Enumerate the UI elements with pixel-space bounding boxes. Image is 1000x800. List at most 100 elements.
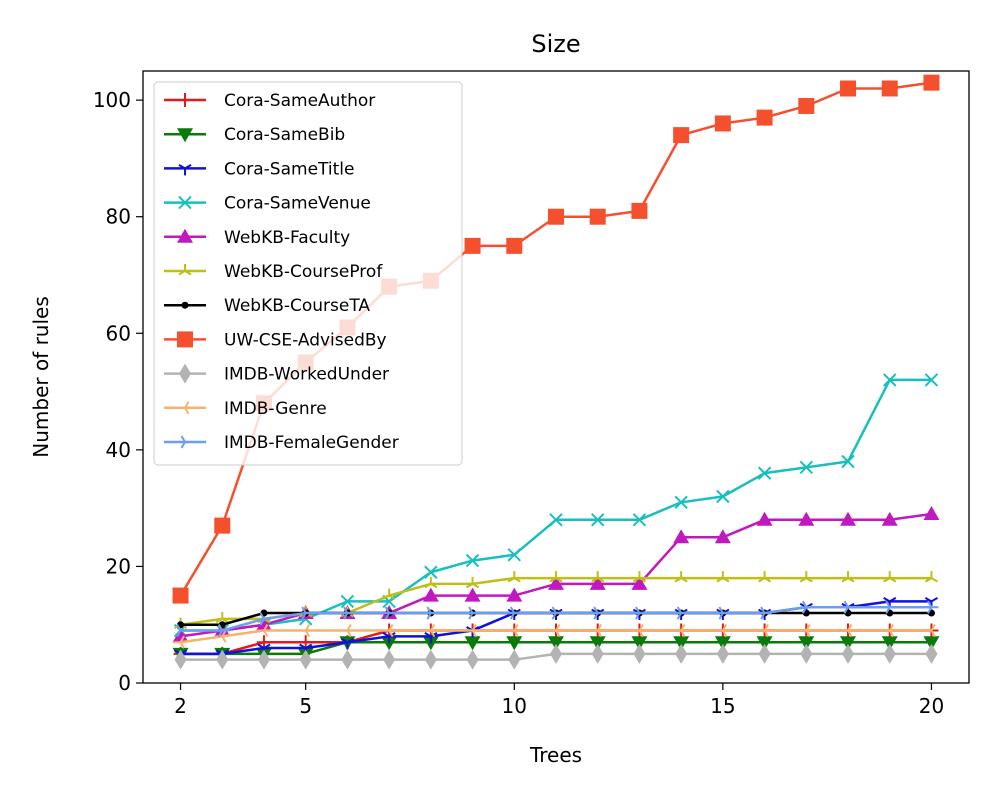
data-point-IMDB-Genre-10 — [507, 623, 519, 638]
data-point-IMDB-WorkedUnder-4 — [257, 649, 270, 670]
data-point-WebKB-Faculty-18 — [840, 511, 857, 526]
legend-marker-IMDB-WorkedUnder — [179, 363, 191, 384]
data-point-Cora-SameBib-14 — [673, 636, 690, 651]
legend-label-Cora-SameVenue: Cora-SameVenue — [224, 194, 371, 214]
data-point-IMDB-FemaleGender-11 — [551, 606, 563, 620]
data-point-IMDB-WorkedUnder-12 — [591, 643, 604, 664]
data-point-WebKB-Faculty-11 — [548, 575, 564, 590]
data-point-IMDB-FemaleGender-18 — [843, 600, 856, 614]
y-tick-label-80: 80 — [106, 205, 131, 229]
data-point-UW-CSE-AdvisedBy-19 — [881, 80, 898, 97]
x-axis-label: Trees — [529, 743, 582, 767]
legend-label-IMDB-WorkedUnder: IMDB-WorkedUnder — [224, 365, 389, 385]
legend-box — [153, 81, 463, 466]
data-point-UW-CSE-AdvisedBy-13 — [631, 202, 648, 219]
y-tick-label-40: 40 — [106, 438, 131, 462]
data-point-UW-CSE-AdvisedBy-20 — [923, 74, 940, 91]
data-point-IMDB-FemaleGender-15 — [718, 606, 730, 620]
x-tick-label-5: 5 — [299, 694, 312, 718]
legend-entry-WebKB-Faculty: WebKB-Faculty — [164, 228, 350, 248]
data-point-UW-CSE-AdvisedBy-9 — [464, 237, 481, 254]
data-point-Cora-SameVenue-18 — [841, 454, 855, 469]
data-point-IMDB-Genre-17 — [799, 623, 811, 638]
data-point-IMDB-Genre-8 — [423, 623, 436, 638]
data-point-IMDB-WorkedUnder-3 — [216, 649, 229, 670]
data-point-IMDB-WorkedUnder-13 — [633, 643, 646, 664]
data-point-Cora-SameBib-10 — [506, 636, 523, 651]
data-point-WebKB-CourseProf-3 — [215, 611, 229, 624]
data-point-IMDB-WorkedUnder-15 — [716, 643, 729, 664]
data-point-Cora-SameBib-15 — [714, 636, 731, 651]
data-point-Cora-SameVenue-20 — [924, 373, 939, 387]
legend-entry-UW-CSE-AdvisedBy: UW-CSE-AdvisedBy — [164, 330, 387, 350]
data-point-IMDB-WorkedUnder-17 — [800, 643, 813, 664]
data-point-IMDB-WorkedUnder-8 — [424, 649, 437, 670]
data-point-Cora-SameVenue-8 — [424, 565, 438, 579]
data-point-Cora-SameVenue-9 — [465, 553, 480, 568]
data-point-WebKB-Faculty-13 — [631, 575, 648, 590]
data-point-IMDB-WorkedUnder-14 — [675, 643, 688, 664]
legend-entry-Cora-SameBib: Cora-SameBib — [164, 125, 345, 145]
legend-marker-Cora-SameVenue — [178, 195, 192, 210]
series-group — [172, 74, 940, 670]
data-point-IMDB-Genre-19 — [882, 623, 895, 638]
data-point-IMDB-WorkedUnder-11 — [550, 643, 562, 664]
data-point-IMDB-Genre-9 — [465, 623, 477, 638]
x-tick-label-10: 10 — [502, 694, 527, 718]
data-point-IMDB-FemaleGender-7 — [384, 606, 397, 620]
data-point-IMDB-WorkedUnder-20 — [925, 643, 938, 664]
data-point-Cora-SameVenue-15 — [716, 489, 730, 504]
data-point-WebKB-Faculty-19 — [881, 511, 898, 526]
data-point-Cora-SameBib-19 — [881, 636, 898, 651]
data-point-WebKB-CourseProf-16 — [758, 571, 772, 583]
x-tick-label-2: 2 — [174, 694, 187, 718]
data-point-WebKB-CourseProf-7 — [382, 588, 396, 600]
data-point-WebKB-Faculty-8 — [422, 587, 439, 602]
data-point-WebKB-CourseProf-9 — [466, 576, 480, 589]
data-point-IMDB-FemaleGender-14 — [676, 606, 689, 620]
data-point-IMDB-FemaleGender-6 — [343, 606, 355, 620]
legend-entry-WebKB-CourseTA: WebKB-CourseTA — [164, 296, 370, 316]
data-point-UW-CSE-AdvisedBy-17 — [798, 97, 815, 114]
data-point-IMDB-FemaleGender-19 — [885, 600, 897, 614]
data-point-IMDB-FemaleGender-8 — [426, 606, 438, 620]
data-point-IMDB-Genre-4 — [256, 623, 269, 638]
data-point-Cora-SameBib-18 — [840, 636, 857, 651]
data-point-IMDB-FemaleGender-20 — [927, 600, 939, 614]
data-point-IMDB-Genre-2 — [173, 635, 185, 649]
data-point-WebKB-Faculty-2 — [172, 628, 189, 643]
data-point-UW-CSE-AdvisedBy-10 — [506, 237, 523, 254]
data-point-WebKB-Faculty-12 — [589, 575, 606, 590]
data-point-Cora-SameBib-12 — [589, 636, 606, 651]
data-point-Cora-SameBib-11 — [548, 636, 564, 651]
legend-marker-WebKB-Faculty — [177, 228, 193, 243]
data-point-IMDB-WorkedUnder-19 — [883, 643, 896, 664]
data-point-Cora-SameVenue-11 — [549, 513, 563, 527]
legend-label-UW-CSE-AdvisedBy: UW-CSE-AdvisedBy — [224, 330, 387, 350]
data-point-IMDB-FemaleGender-10 — [509, 606, 522, 620]
legend-marker-Cora-SameBib — [177, 128, 193, 143]
y-tick-label-60: 60 — [106, 321, 131, 345]
data-point-WebKB-CourseProf-17 — [799, 571, 813, 583]
data-point-IMDB-Genre-18 — [841, 623, 853, 638]
data-point-WebKB-CourseProf-15 — [716, 571, 730, 583]
data-point-UW-CSE-AdvisedBy-16 — [756, 109, 773, 126]
data-point-Cora-SameBib-9 — [464, 636, 481, 651]
legend-marker-WebKB-CourseProf — [178, 264, 192, 276]
data-point-IMDB-Genre-16 — [757, 623, 769, 638]
data-point-WebKB-Faculty-10 — [506, 587, 523, 602]
data-point-UW-CSE-AdvisedBy-14 — [673, 127, 690, 144]
legend-entry-Cora-SameTitle: Cora-SameTitle — [164, 159, 354, 179]
legend-marker-Cora-SameTitle — [178, 164, 192, 176]
legend-marker-Cora-SameAuthor — [178, 93, 192, 107]
data-point-Cora-SameVenue-10 — [507, 548, 521, 562]
legend-entry-Cora-SameAuthor: Cora-SameAuthor — [164, 91, 375, 111]
data-point-WebKB-Faculty-15 — [714, 529, 731, 544]
data-point-IMDB-Genre-7 — [382, 623, 394, 638]
data-point-IMDB-WorkedUnder-9 — [466, 649, 479, 670]
chart-title: Size — [531, 30, 580, 58]
data-point-IMDB-FemaleGender-2 — [176, 623, 188, 638]
data-point-WebKB-CourseProf-14 — [674, 571, 688, 583]
legend-marker-UW-CSE-AdvisedBy — [177, 331, 193, 348]
data-point-IMDB-WorkedUnder-7 — [383, 649, 396, 670]
